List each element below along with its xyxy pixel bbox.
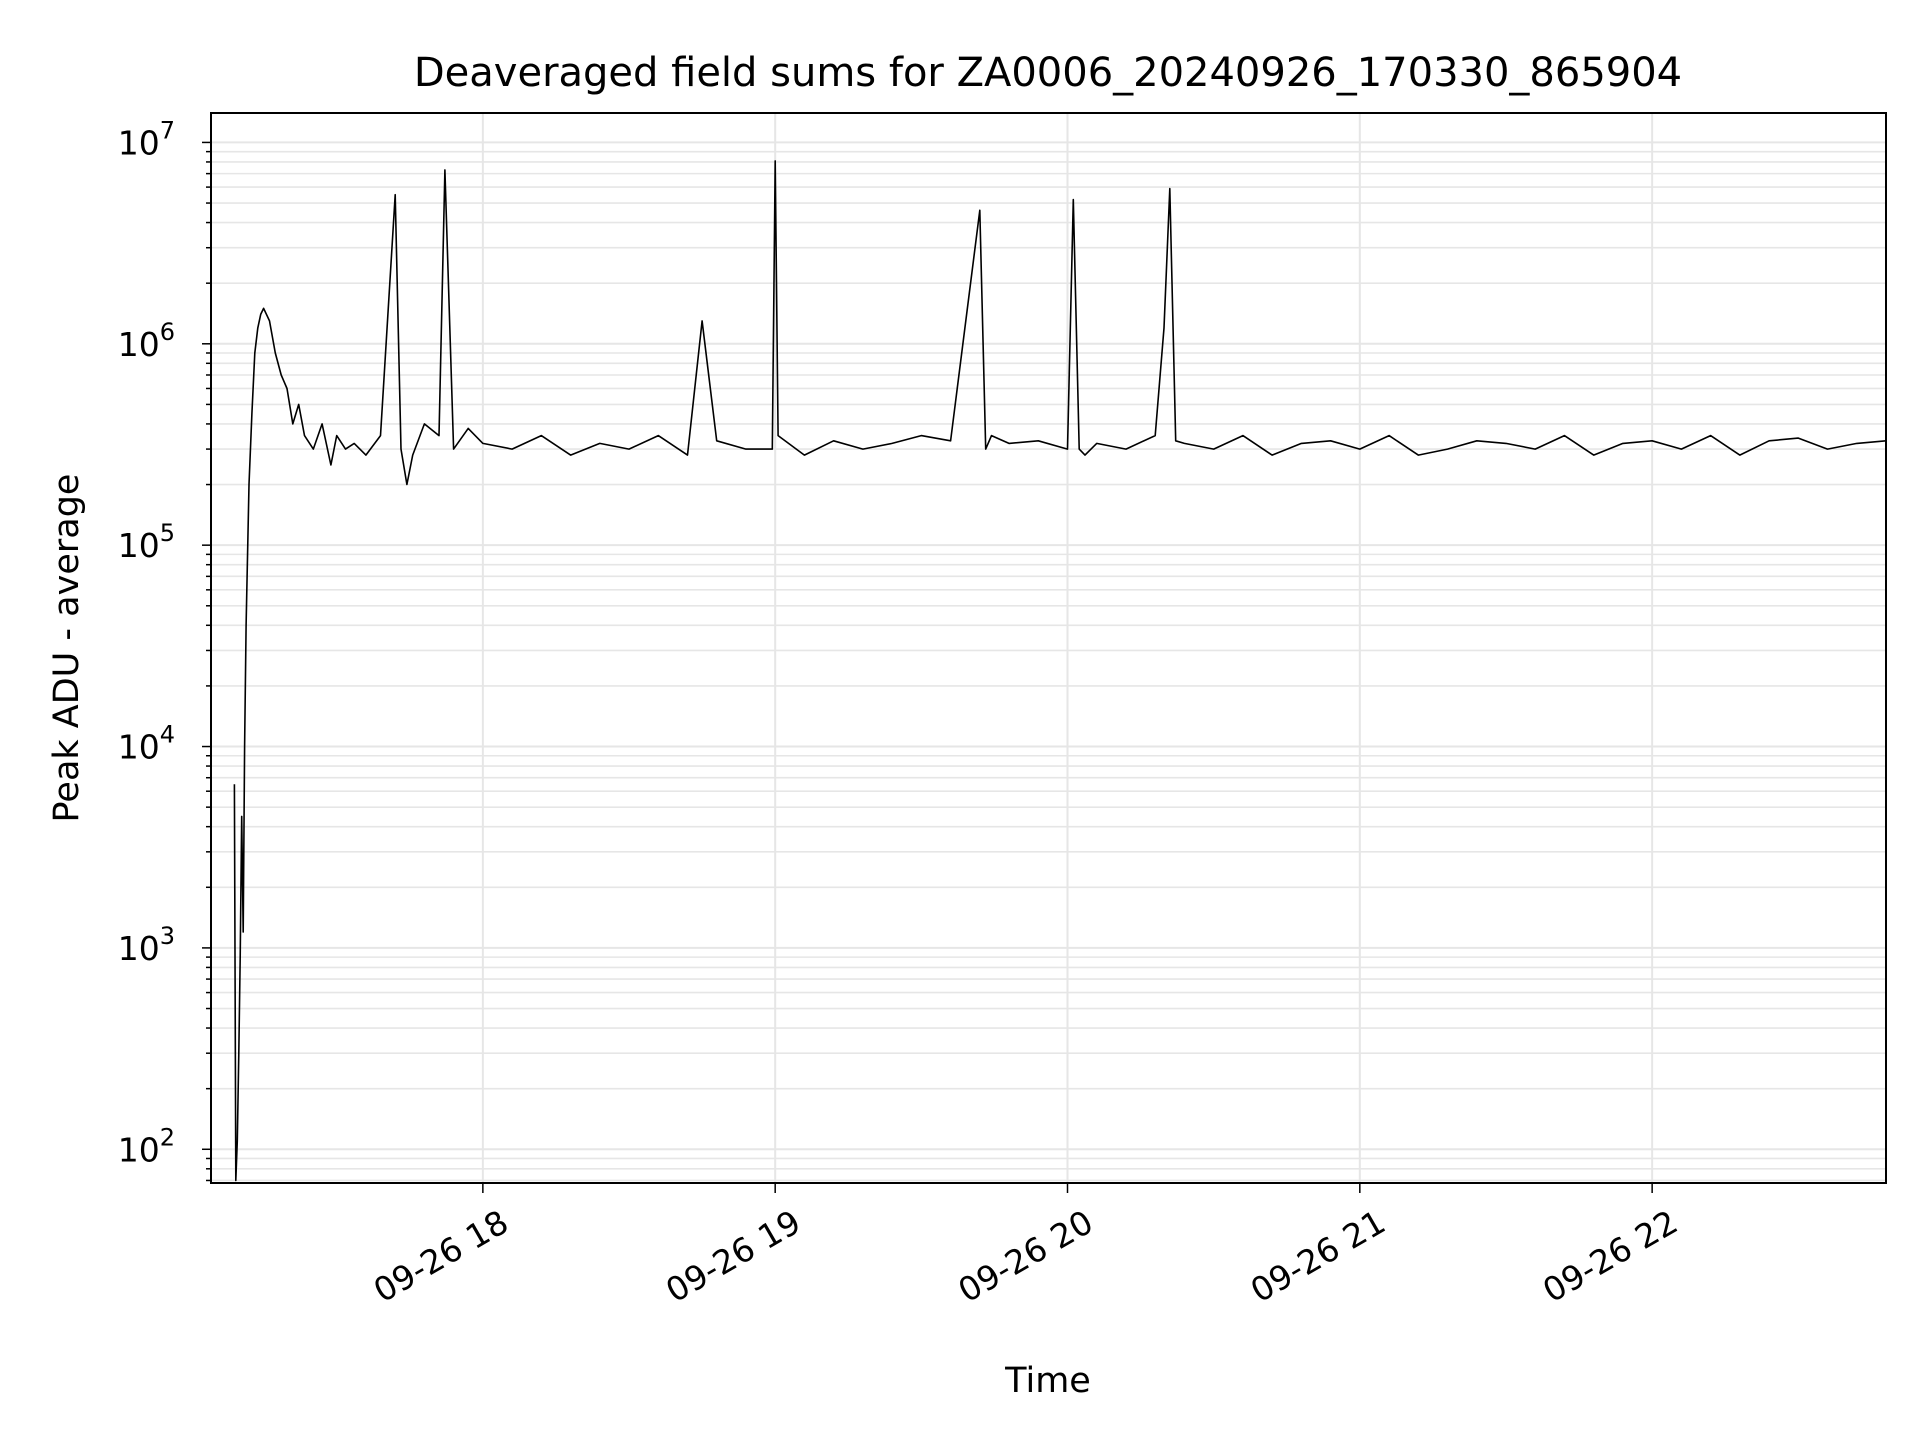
y-tick-label: 102 — [118, 1123, 175, 1169]
x-axis-label: Time — [1004, 1361, 1091, 1401]
y-tick-label: 103 — [118, 922, 175, 968]
y-tick-base: 10 — [118, 929, 160, 968]
y-tick-exponent: 2 — [160, 1123, 175, 1151]
y-axis-label: Peak ADU - average — [47, 474, 87, 823]
y-tick-label: 107 — [118, 116, 175, 162]
y-tick-base: 10 — [118, 1130, 160, 1169]
y-tick-label: 106 — [118, 318, 175, 364]
y-tick-base: 10 — [118, 728, 160, 767]
y-tick-base: 10 — [118, 526, 160, 565]
chart-title: Deaveraged field sums for ZA0006_2024092… — [414, 50, 1682, 96]
series-layer — [233, 160, 1887, 1182]
y-tick-exponent: 6 — [160, 318, 175, 346]
y-tick-base: 10 — [118, 325, 160, 364]
y-tick-label: 105 — [118, 519, 175, 565]
y-tick-base: 10 — [118, 123, 160, 162]
series-line — [233, 160, 1887, 1182]
plot-frame — [210, 112, 1887, 1184]
y-tick-exponent: 7 — [160, 116, 175, 144]
grid — [211, 113, 1886, 1183]
y-tick-exponent: 4 — [160, 721, 175, 749]
y-tick-exponent: 3 — [160, 922, 175, 950]
y-tick-exponent: 5 — [160, 519, 175, 547]
y-tick-label: 104 — [118, 721, 175, 767]
